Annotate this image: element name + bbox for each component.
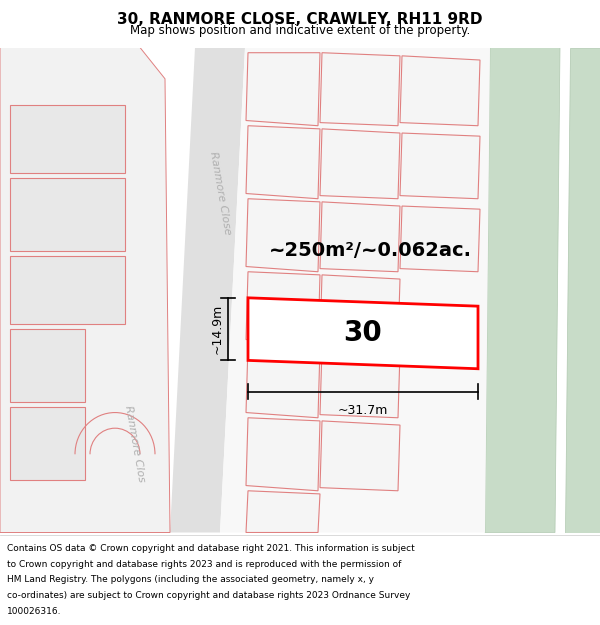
Text: HM Land Registry. The polygons (including the associated geometry, namely x, y: HM Land Registry. The polygons (includin… [7, 576, 374, 584]
Polygon shape [320, 52, 400, 126]
Polygon shape [246, 52, 320, 126]
Text: Ranmore Clos: Ranmore Clos [124, 405, 146, 483]
Polygon shape [10, 256, 125, 324]
Polygon shape [320, 421, 400, 491]
Polygon shape [220, 48, 490, 532]
Polygon shape [246, 418, 320, 491]
Text: ~250m²/~0.062ac.: ~250m²/~0.062ac. [269, 241, 472, 261]
Polygon shape [246, 126, 320, 199]
Text: ~31.7m: ~31.7m [338, 404, 388, 418]
Text: 30: 30 [344, 319, 382, 348]
Polygon shape [320, 202, 400, 272]
Polygon shape [400, 206, 480, 272]
Text: co-ordinates) are subject to Crown copyright and database rights 2023 Ordnance S: co-ordinates) are subject to Crown copyr… [7, 591, 410, 601]
Polygon shape [248, 298, 478, 369]
Text: Map shows position and indicative extent of the property.: Map shows position and indicative extent… [130, 24, 470, 37]
Text: to Crown copyright and database rights 2023 and is reproduced with the permissio: to Crown copyright and database rights 2… [7, 559, 401, 569]
Polygon shape [246, 345, 320, 418]
Polygon shape [320, 275, 400, 345]
Polygon shape [400, 56, 480, 126]
Text: Ranmore Close: Ranmore Close [208, 151, 232, 236]
Polygon shape [10, 105, 125, 172]
Polygon shape [565, 48, 600, 532]
Polygon shape [320, 129, 400, 199]
Polygon shape [10, 408, 85, 481]
Polygon shape [246, 272, 320, 345]
Text: 30, RANMORE CLOSE, CRAWLEY, RH11 9RD: 30, RANMORE CLOSE, CRAWLEY, RH11 9RD [117, 12, 483, 27]
Polygon shape [10, 329, 85, 402]
Polygon shape [10, 178, 125, 251]
Text: Contains OS data © Crown copyright and database right 2021. This information is : Contains OS data © Crown copyright and d… [7, 544, 415, 552]
Polygon shape [485, 48, 560, 532]
Polygon shape [170, 48, 245, 532]
Polygon shape [0, 48, 170, 532]
Polygon shape [400, 133, 480, 199]
Text: ~14.9m: ~14.9m [211, 304, 224, 354]
Text: 100026316.: 100026316. [7, 608, 62, 616]
Polygon shape [246, 491, 320, 532]
Polygon shape [246, 199, 320, 272]
Polygon shape [320, 348, 400, 418]
